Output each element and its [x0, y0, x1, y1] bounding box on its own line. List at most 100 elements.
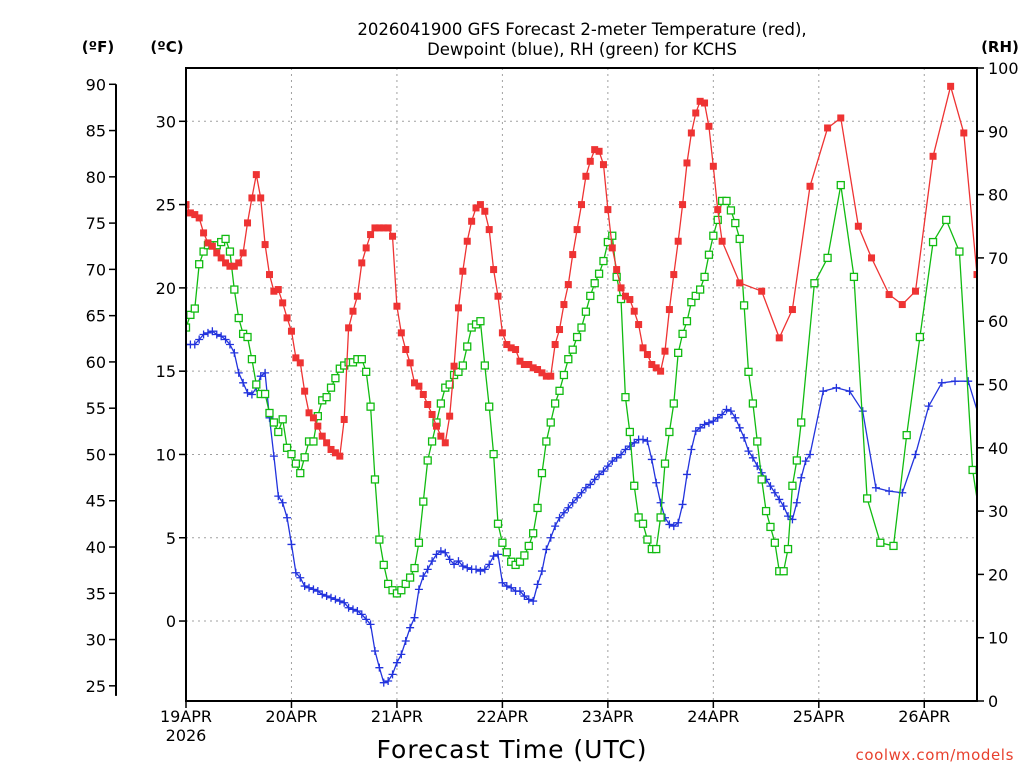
rh-point	[744, 367, 753, 376]
dewpoint-point	[603, 462, 612, 471]
dewpoint-point	[494, 550, 503, 559]
dewpoint-point	[770, 488, 779, 497]
temperature-point	[490, 266, 498, 274]
dewpoint-point	[283, 513, 292, 522]
rh-tick-label: 20	[988, 565, 1008, 584]
temperature-point	[520, 361, 528, 369]
rh-point	[234, 313, 243, 323]
rh-point	[564, 355, 573, 364]
dewpoint-point	[322, 592, 331, 601]
rh-point	[586, 291, 595, 301]
rh-point	[555, 386, 564, 395]
rh-point	[634, 513, 643, 522]
temperature-point	[854, 222, 862, 230]
temperature-point	[301, 387, 309, 395]
rh-tick-label: 90	[988, 122, 1008, 141]
dewpoint-point	[832, 383, 841, 392]
temperature-point	[186, 209, 194, 217]
rh-point	[331, 374, 340, 383]
temperature-point	[244, 219, 252, 227]
rh-point	[783, 544, 793, 554]
rh-point	[463, 342, 472, 351]
rh-point	[493, 519, 503, 528]
dewpoint-point	[480, 565, 489, 574]
dewpoint-point	[366, 620, 375, 629]
temperature-point	[868, 254, 876, 262]
rh-point	[520, 551, 529, 560]
dewpoint-point	[309, 585, 318, 594]
temperature-point	[692, 109, 700, 117]
rh-point	[265, 408, 274, 418]
dewpoint-point	[608, 457, 617, 466]
rh-point	[542, 437, 551, 446]
dewpoint-point	[485, 560, 494, 569]
fahrenheit-tick-label: 90	[86, 75, 106, 94]
dewpoint-point	[577, 488, 586, 497]
rh-point	[968, 465, 977, 475]
dewpoint-point	[612, 453, 621, 462]
rh-point	[753, 437, 762, 446]
dewpoint-point	[305, 583, 314, 592]
dewpoint-point	[740, 433, 749, 442]
rh-point	[590, 279, 599, 288]
temperature-point	[621, 292, 629, 300]
temperature-point	[257, 194, 265, 202]
temperature-point	[516, 357, 524, 365]
rh-point	[480, 361, 489, 370]
temperature-point	[556, 326, 564, 334]
rh-point	[735, 234, 744, 244]
temperature-point	[402, 346, 410, 354]
temperature-point	[323, 439, 331, 447]
temperature-point	[547, 372, 555, 380]
rh-point	[792, 456, 801, 465]
rh-point	[1009, 185, 1016, 192]
rh-point	[269, 418, 279, 427]
celsius-tick-label: 20	[156, 279, 176, 298]
temperature-point	[613, 266, 621, 274]
rh-point	[836, 180, 845, 190]
rh-unit-label: (RH)	[981, 38, 1019, 56]
temperature-point	[705, 122, 713, 130]
rh-point	[454, 367, 463, 376]
dewpoint-point	[243, 388, 252, 397]
dewpoint-point	[630, 438, 639, 447]
temperature-point	[718, 237, 726, 245]
rh-point	[612, 272, 621, 282]
rh-point	[700, 272, 709, 282]
dewpoint-point	[502, 582, 511, 591]
rh-point	[546, 418, 555, 427]
dewpoint-point	[406, 623, 415, 632]
dewpoint-point	[269, 452, 278, 461]
dewpoint-point	[625, 442, 634, 451]
dewpoint-point	[370, 647, 379, 656]
temperature-point	[960, 129, 968, 137]
x-axis-label: Forecast Time (UTC)	[377, 735, 648, 764]
celsius-tick-label: 15	[156, 362, 176, 381]
temperature-point	[340, 415, 348, 423]
rh-point	[748, 399, 758, 408]
temperature-point	[824, 124, 832, 132]
fahrenheit-tick-label: 55	[86, 399, 106, 418]
rh-point	[660, 459, 670, 468]
dewpoint-point	[639, 435, 648, 444]
dewpoint-point	[775, 495, 784, 504]
temperature-point	[534, 366, 542, 374]
temperature-point	[569, 251, 577, 259]
dewpoint-point	[234, 368, 243, 377]
dewpoint-point	[300, 582, 309, 591]
dewpoint-point	[327, 593, 336, 602]
rh-point	[678, 329, 687, 339]
temperature-point	[468, 217, 476, 225]
temperature-point	[564, 281, 572, 289]
rh-point	[955, 247, 964, 256]
temperature-point	[670, 271, 678, 279]
rh-point	[889, 541, 898, 551]
temperature-point	[287, 327, 295, 335]
dewpoint-point	[682, 470, 691, 479]
x-tick-label: 24APR	[687, 707, 739, 726]
fahrenheit-tick-label: 70	[86, 260, 106, 279]
rh-axis-ticks: 0 10 20 30 40 50 60 70 80 90 100	[977, 59, 1019, 711]
temperature-point	[551, 341, 559, 349]
temperature-point	[380, 224, 388, 232]
temperature-point	[929, 152, 937, 160]
